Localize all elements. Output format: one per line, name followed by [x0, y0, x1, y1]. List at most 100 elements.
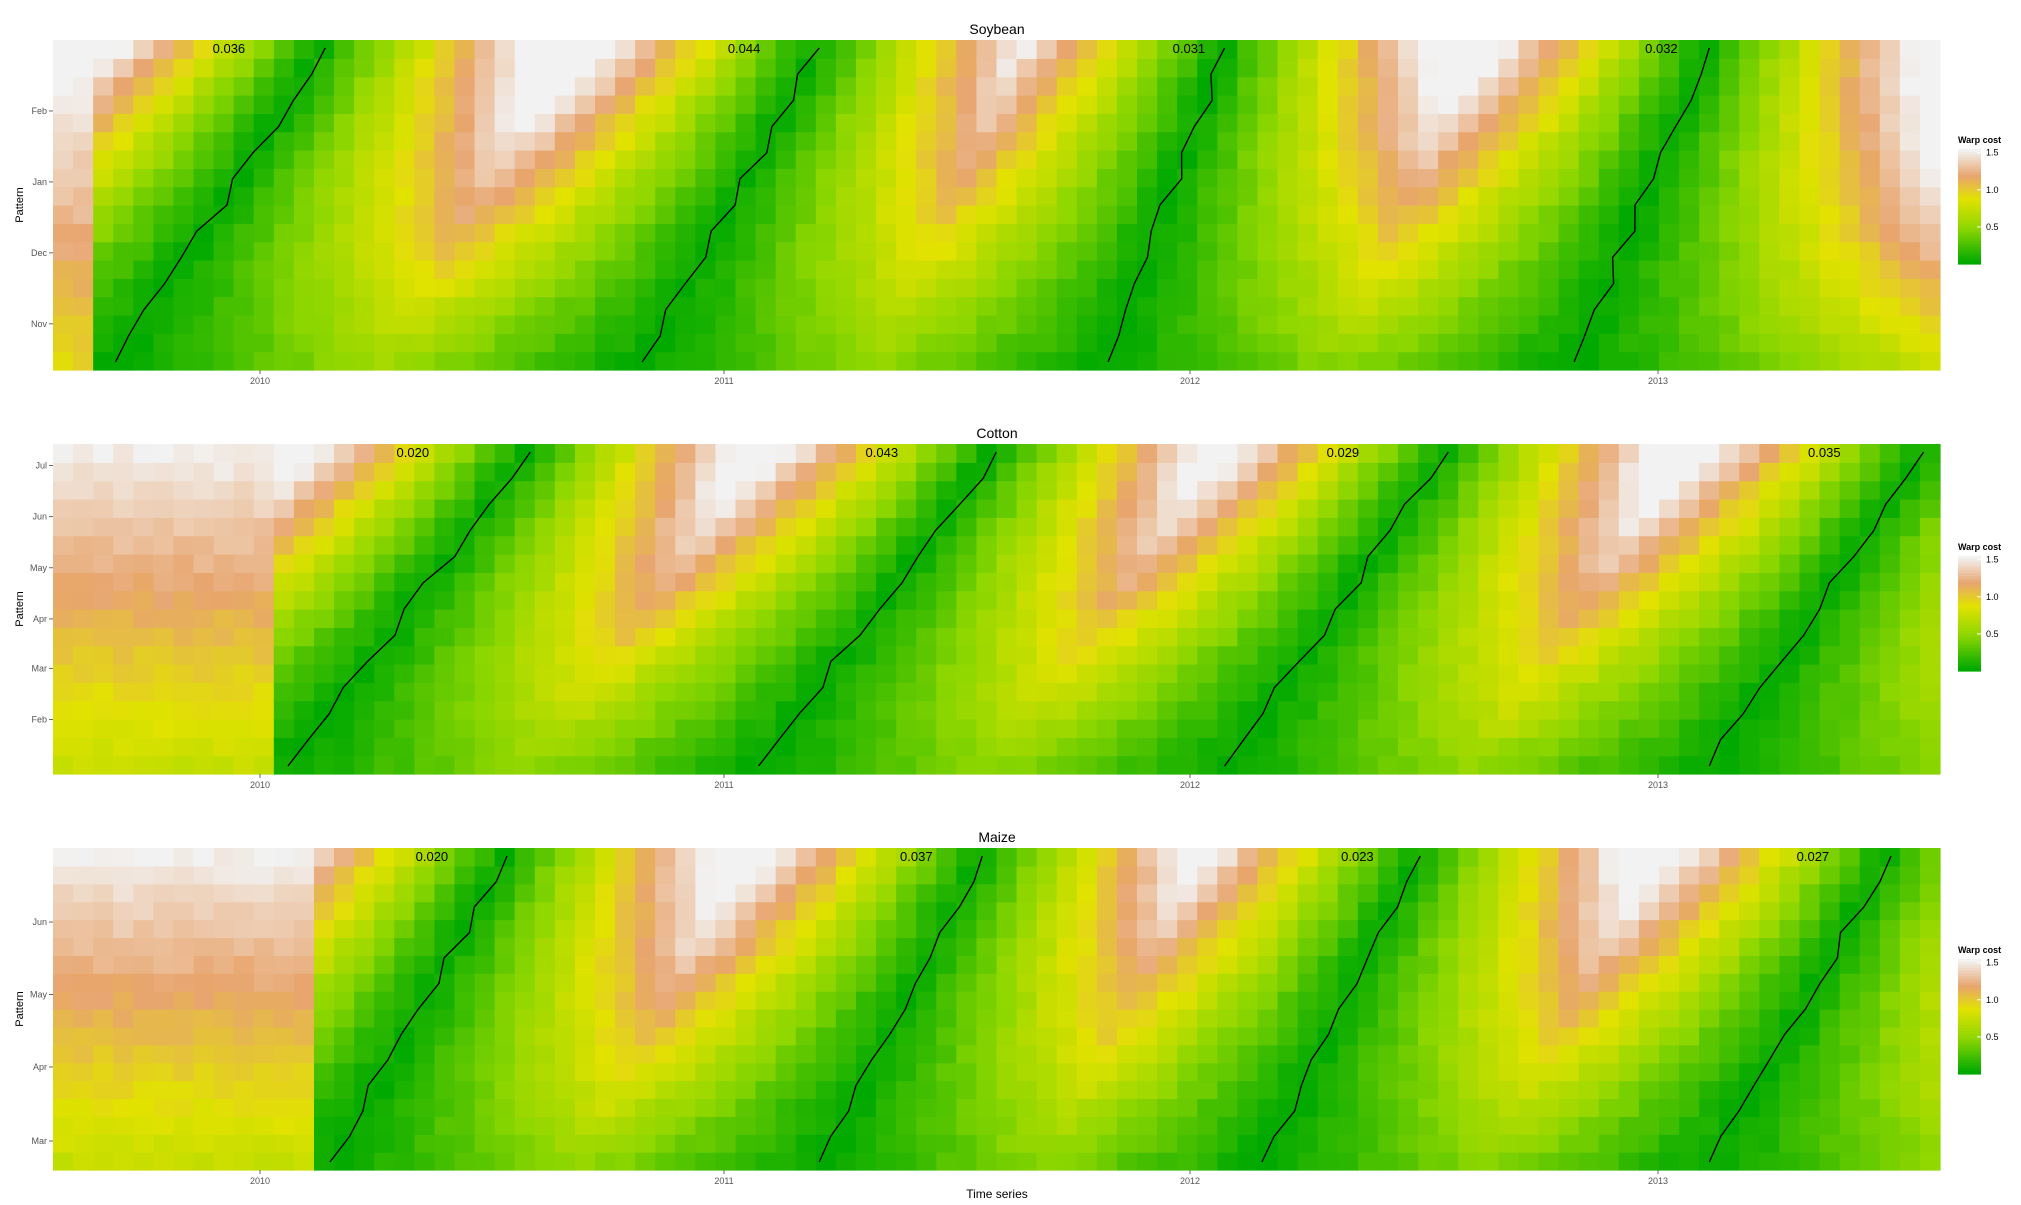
heatmap-cell — [274, 481, 295, 500]
heatmap-cell — [675, 920, 696, 938]
heatmap-cell — [1539, 297, 1560, 316]
heatmap-cell — [133, 682, 154, 701]
heatmap-cell — [595, 591, 616, 610]
heatmap-cell — [1257, 444, 1278, 463]
heatmap-cell — [756, 955, 777, 973]
heatmap-cell — [936, 664, 957, 683]
heatmap-cell — [675, 333, 696, 352]
heatmap-cell — [1438, 591, 1459, 610]
heatmap-cell — [1338, 920, 1359, 938]
heatmap-cell — [1599, 1098, 1620, 1116]
heatmap-cell — [1579, 719, 1600, 738]
heatmap-cell — [294, 1081, 315, 1099]
heatmap-cell — [254, 297, 275, 316]
heatmap-cell — [535, 315, 556, 334]
heatmap-cell — [234, 756, 255, 775]
heatmap-cell — [856, 737, 877, 756]
heatmap-cell — [1358, 132, 1379, 151]
heatmap-cell — [695, 955, 716, 973]
heatmap-cell — [715, 937, 736, 955]
heatmap-cell — [1458, 150, 1479, 169]
heatmap-cell — [1759, 481, 1780, 500]
heatmap-cell — [1017, 462, 1038, 481]
heatmap-cell — [575, 609, 596, 628]
heatmap-cell — [715, 609, 736, 628]
heatmap-cell — [876, 682, 897, 701]
heatmap-cell — [354, 1134, 375, 1152]
heatmap-cell — [535, 481, 556, 500]
heatmap-cell — [1278, 627, 1299, 646]
heatmap-cell — [454, 132, 475, 151]
heatmap-cell — [675, 664, 696, 683]
heatmap-cell — [1037, 902, 1058, 920]
heatmap-cell — [1820, 242, 1841, 261]
heatmap-cell — [655, 701, 676, 720]
heatmap-cell — [194, 1063, 215, 1081]
heatmap-cell — [997, 187, 1018, 206]
heatmap-cell — [1298, 1134, 1319, 1152]
heatmap-cell — [173, 113, 194, 132]
heatmap-cell — [836, 150, 857, 169]
heatmap-cell — [1077, 1063, 1098, 1081]
heatmap-cell — [555, 499, 576, 518]
heatmap-cell — [776, 242, 797, 261]
heatmap-cell — [1057, 1116, 1078, 1134]
heatmap-cell — [354, 991, 375, 1009]
heatmap-cell — [1378, 444, 1399, 463]
heatmap-cell — [1157, 1009, 1178, 1027]
heatmap-cell — [655, 682, 676, 701]
heatmap-cell — [1699, 719, 1720, 738]
heatmap-cell — [1077, 352, 1098, 371]
heatmap-cell — [334, 572, 355, 591]
heatmap-cell — [234, 991, 255, 1009]
heatmap-cell — [615, 884, 636, 902]
heatmap-cell — [615, 554, 636, 573]
heatmap-cell — [234, 205, 255, 224]
heatmap-cell — [1559, 260, 1580, 279]
heatmap-cell — [1498, 223, 1519, 242]
heatmap-cell — [475, 1116, 496, 1134]
heatmap-cell — [1398, 315, 1419, 334]
heatmap-cell — [836, 260, 857, 279]
heatmap-cell — [73, 701, 94, 720]
heatmap-cell — [274, 664, 295, 683]
heatmap-cell — [1418, 95, 1439, 114]
heatmap-cell — [836, 168, 857, 187]
heatmap-cell — [133, 1009, 154, 1027]
heatmap-cell — [1418, 591, 1439, 610]
heatmap-cell — [1157, 132, 1178, 151]
heatmap-cell — [615, 1027, 636, 1045]
heatmap-cell — [1579, 609, 1600, 628]
heatmap-cell — [1278, 499, 1299, 518]
heatmap-cell — [896, 1152, 917, 1170]
heatmap-cell — [896, 462, 917, 481]
heatmap-cell — [695, 973, 716, 991]
heatmap-cell — [916, 902, 937, 920]
heatmap-cell — [1438, 756, 1459, 775]
heatmap-cell — [756, 113, 777, 132]
heatmap-cell — [595, 333, 616, 352]
heatmap-cell — [214, 95, 235, 114]
heatmap-cell — [876, 315, 897, 334]
x-tick-label: 2011 — [714, 780, 733, 790]
heatmap-cell — [1117, 572, 1138, 591]
heatmap-cell — [1719, 609, 1740, 628]
heatmap-cell — [1599, 333, 1620, 352]
heatmap-cell — [1759, 719, 1780, 738]
heatmap-cell — [394, 499, 415, 518]
heatmap-cell — [73, 536, 94, 555]
heatmap-cell — [1438, 1116, 1459, 1134]
heatmap-cell — [454, 646, 475, 665]
heatmap-cell — [194, 1098, 215, 1116]
heatmap-cell — [434, 719, 455, 738]
heatmap-cell — [1197, 682, 1218, 701]
heatmap-cell — [1579, 756, 1600, 775]
heatmap-cell — [73, 884, 94, 902]
heatmap-cell — [254, 352, 275, 371]
heatmap-cell — [394, 95, 415, 114]
heatmap-cell — [194, 40, 215, 59]
heatmap-cell — [816, 756, 837, 775]
heatmap-cell — [1779, 591, 1800, 610]
heatmap-cell — [394, 113, 415, 132]
heatmap-cell — [73, 937, 94, 955]
